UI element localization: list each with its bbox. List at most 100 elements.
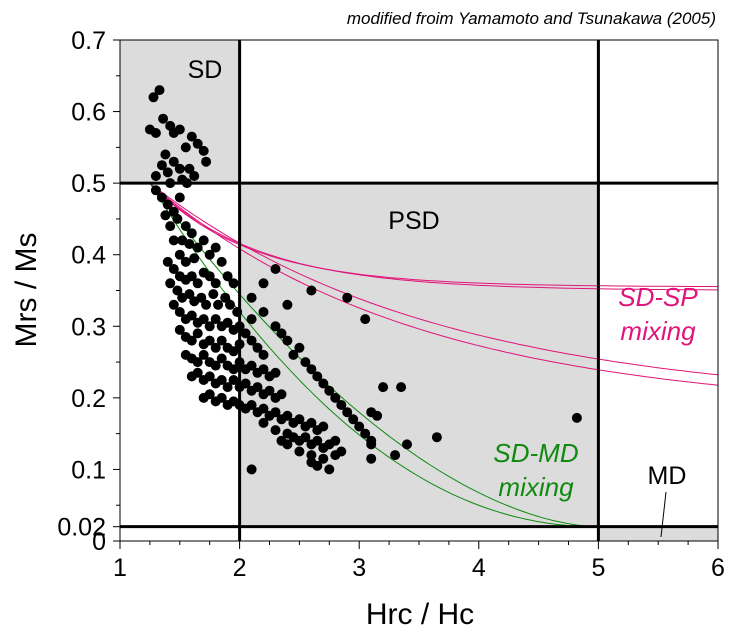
data-point xyxy=(225,299,235,310)
x-tick-label: 1 xyxy=(113,554,127,582)
data-point xyxy=(201,299,212,310)
data-point xyxy=(282,439,293,450)
data-point xyxy=(360,428,371,439)
data-point xyxy=(198,145,209,156)
data-point xyxy=(204,389,215,400)
data-point xyxy=(306,457,317,468)
data-point xyxy=(246,400,257,410)
x-tick-label: 4 xyxy=(472,554,486,582)
data-point xyxy=(288,349,299,360)
data-point xyxy=(192,367,203,378)
data-point xyxy=(213,299,224,310)
data-point xyxy=(294,414,305,425)
data-point xyxy=(189,171,200,181)
y-tick-label: 0.5 xyxy=(71,170,106,198)
data-point xyxy=(192,242,203,253)
data-point xyxy=(180,221,191,232)
data-point xyxy=(270,367,281,378)
sd-sp-mixing-label-line-2: mixing xyxy=(620,316,696,346)
md-leader-line xyxy=(660,491,667,538)
chart-title: modified froim Yamamoto and Tsunakawa (2… xyxy=(347,9,716,28)
data-point xyxy=(258,278,269,289)
classification-regions xyxy=(120,40,718,541)
data-point xyxy=(282,299,293,310)
data-point xyxy=(186,310,197,321)
y-tick-label: 0.02 xyxy=(57,514,106,542)
data-point xyxy=(210,342,221,353)
data-point xyxy=(201,156,212,167)
data-point xyxy=(240,328,251,339)
data-point xyxy=(148,92,159,103)
data-point xyxy=(216,375,227,385)
data-point xyxy=(189,253,200,264)
data-point xyxy=(156,192,167,203)
data-point xyxy=(156,160,167,171)
y-tick-label: 0.4 xyxy=(71,242,106,270)
sd-sp-mixing-curve-3 xyxy=(149,182,719,376)
region-label-md: MD xyxy=(648,462,687,490)
data-point xyxy=(192,278,203,289)
data-point xyxy=(162,199,173,210)
data-point xyxy=(204,249,215,260)
data-point xyxy=(208,289,219,300)
region-label-sd: SD xyxy=(188,56,223,84)
region-sd xyxy=(120,40,240,184)
data-point xyxy=(204,371,215,382)
sd-sp-mixing-label-line-1: SD-SP xyxy=(618,282,698,312)
data-point xyxy=(150,128,161,138)
data-point xyxy=(192,138,203,149)
data-point xyxy=(204,335,215,346)
data-point xyxy=(165,221,176,232)
data-point xyxy=(192,357,203,368)
data-point xyxy=(270,321,281,332)
data-point xyxy=(571,412,582,423)
data-point xyxy=(228,346,239,357)
data-point xyxy=(174,124,185,135)
data-point xyxy=(198,349,209,360)
data-point xyxy=(220,292,231,303)
data-point xyxy=(186,131,197,142)
sd-sp-mixing-curve-4 xyxy=(149,182,719,386)
x-tick-label: 5 xyxy=(591,554,605,582)
data-point xyxy=(240,378,251,389)
data-point xyxy=(204,271,215,282)
data-point xyxy=(396,382,407,393)
data-point xyxy=(402,439,412,450)
data-point xyxy=(210,278,221,289)
data-point xyxy=(174,307,185,317)
data-point xyxy=(172,285,183,296)
data-point xyxy=(306,364,317,375)
data-point xyxy=(390,450,401,461)
data-point xyxy=(252,382,263,393)
data-point xyxy=(282,335,293,346)
data-point xyxy=(210,314,221,325)
data-point xyxy=(246,464,257,475)
data-point xyxy=(270,425,281,436)
data-point xyxy=(174,192,185,203)
data-point xyxy=(342,292,353,303)
data-point xyxy=(318,453,329,464)
data-point xyxy=(294,446,305,457)
sd-sp-mixing-curve-1 xyxy=(149,182,719,288)
data-point xyxy=(270,264,281,274)
data-point xyxy=(186,271,197,282)
data-point xyxy=(196,292,207,303)
data-point xyxy=(276,328,287,339)
labels: modified froim Yamamoto and Tsunakawa (2… xyxy=(10,9,716,631)
data-point xyxy=(172,213,183,224)
data-point xyxy=(312,371,323,382)
data-point xyxy=(258,307,269,317)
data-point xyxy=(180,256,191,267)
data-point xyxy=(204,321,215,332)
data-point xyxy=(150,185,161,196)
data-point xyxy=(168,299,179,310)
x-axis-label: Hrc / Hc xyxy=(366,598,474,631)
data-point xyxy=(330,435,341,446)
region-md xyxy=(598,526,718,541)
data-point xyxy=(168,156,179,167)
data-point xyxy=(318,378,329,389)
data-point xyxy=(306,417,317,428)
data-point xyxy=(366,453,377,464)
data-point xyxy=(354,421,365,432)
